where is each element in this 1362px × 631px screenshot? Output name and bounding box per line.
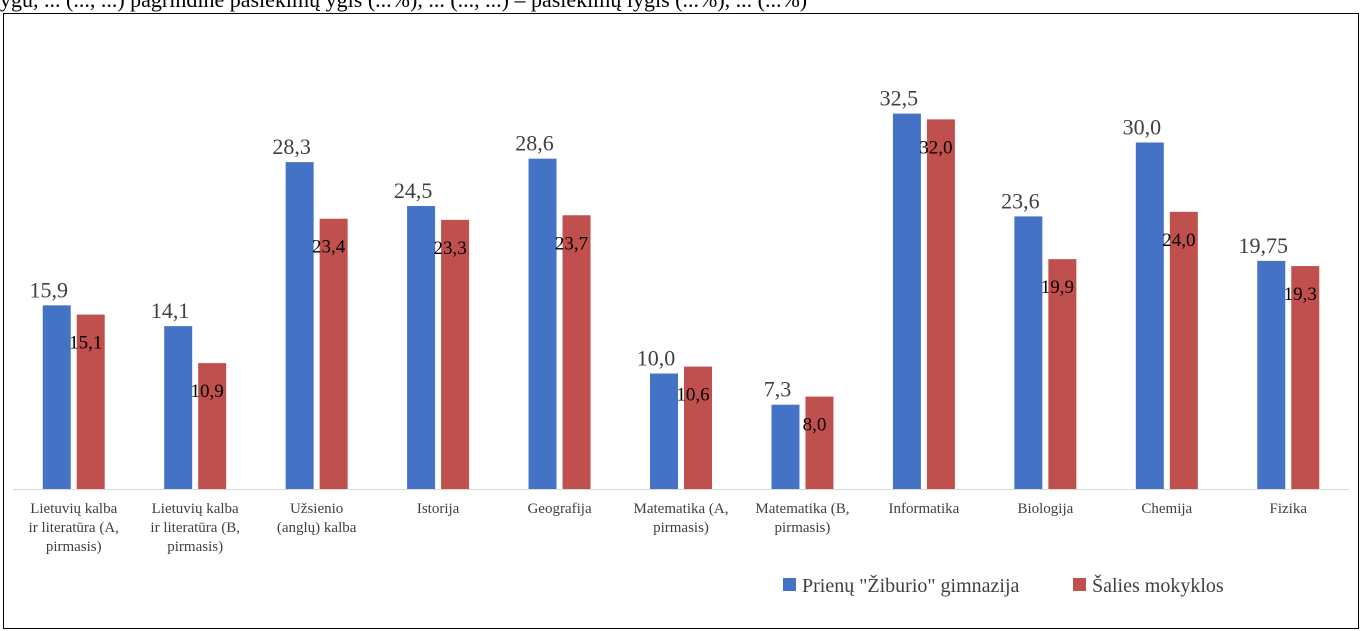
data-label-gimnazija-6: 7,3: [764, 377, 792, 402]
data-label-salies-2: 23,4: [312, 237, 346, 258]
x-tick-label-8: Biologija: [1017, 501, 1073, 517]
data-label-gimnazija-1: 14,1: [151, 298, 190, 323]
bar-chart: 15,9 15,1 Lietuvių kalba ir literatūra (A, p…: [13, 86, 1349, 597]
bar-salies-6: [805, 396, 834, 489]
data-label-salies-10: 19,3: [1284, 284, 1317, 305]
bar-gimnazija-6: [771, 404, 800, 489]
data-label-gimnazija-10: 19,75: [1239, 233, 1289, 258]
bar-gimnazija-8: [1014, 216, 1043, 490]
x-tick-label-10: Fizika: [1270, 501, 1308, 517]
bar-salies-0: [76, 314, 105, 489]
chart-frame: 15,9 15,1 Lietuvių kalba ir literatūra (A, p…: [3, 13, 1359, 629]
bar-salies-9: [1169, 211, 1198, 490]
legend-label-gimnazija: Prienų "Žiburio" gimnazija: [802, 574, 1020, 597]
x-tick-label-6: Matematika (B, pirmasis): [755, 501, 849, 536]
data-label-gimnazija-7: 32,5: [880, 86, 919, 111]
bar-salies-5: [684, 366, 712, 489]
x-tick-label-7: Informatika: [889, 501, 960, 517]
bar-gimnazija-4: [528, 158, 557, 490]
x-tick-label-1: Lietuvių kalba ir literatūra (B, pirmasis): [150, 501, 240, 555]
x-tick-label-5: Matematika (A, pirmasis): [634, 501, 729, 536]
data-label-gimnazija-2: 28,3: [272, 134, 311, 159]
legend-swatch-salies: [1073, 578, 1086, 591]
bar-gimnazija-7: [892, 113, 921, 489]
data-label-salies-9: 24,0: [1162, 230, 1195, 251]
legend-swatch-gimnazija: [783, 578, 796, 591]
bar-salies-8: [1048, 259, 1077, 489]
bar-gimnazija-0: [42, 305, 71, 489]
data-label-gimnazija-3: 24,5: [394, 178, 433, 203]
data-label-gimnazija-5: 10,0: [637, 346, 676, 371]
data-label-salies-3: 23,3: [433, 238, 466, 259]
bar-salies-1: [198, 363, 227, 489]
data-label-gimnazija-8: 23,6: [1001, 188, 1040, 213]
page-header-fragment: ygu, ... (..., ...) pagrindinė pasiekimų…: [0, 0, 1362, 13]
legend-label-salies: Šalies mokyklos: [1092, 573, 1224, 597]
bar-gimnazija-10: [1257, 260, 1286, 489]
x-tick-label-9: Chemija: [1141, 501, 1192, 517]
data-label-salies-4: 23,7: [555, 233, 588, 254]
data-label-salies-8: 19,9: [1041, 277, 1074, 298]
bar-gimnazija-5: [650, 373, 678, 489]
data-label-gimnazija-4: 28,6: [515, 131, 554, 156]
data-label-gimnazija-0: 15,9: [29, 277, 68, 302]
bar-salies-2: [319, 218, 348, 490]
data-label-gimnazija-9: 30,0: [1123, 115, 1162, 140]
bar-gimnazija-9: [1135, 142, 1164, 489]
x-tick-label-2: Užsienio (anglų) kalba: [277, 501, 357, 536]
bar-salies-3: [441, 219, 470, 489]
bar-salies-10: [1291, 266, 1320, 489]
data-label-salies-1: 10,9: [191, 381, 224, 402]
bar-salies-7: [926, 119, 955, 490]
data-label-salies-6: 8,0: [803, 415, 827, 436]
bar-gimnazija-3: [407, 206, 436, 489]
bar-salies-4: [562, 215, 591, 489]
x-tick-label-3: Istorija: [417, 501, 460, 517]
bar-gimnazija-2: [285, 162, 314, 489]
data-label-salies-0: 15,1: [69, 333, 102, 354]
x-tick-label-4: Geografija: [527, 501, 591, 517]
x-tick-label-0: Lietuvių kalba ir literatūra (A, pirmasis): [29, 501, 119, 555]
data-label-salies-5: 10,6: [676, 385, 709, 406]
bar-gimnazija-1: [164, 326, 193, 489]
data-label-salies-7: 32,0: [919, 137, 952, 158]
